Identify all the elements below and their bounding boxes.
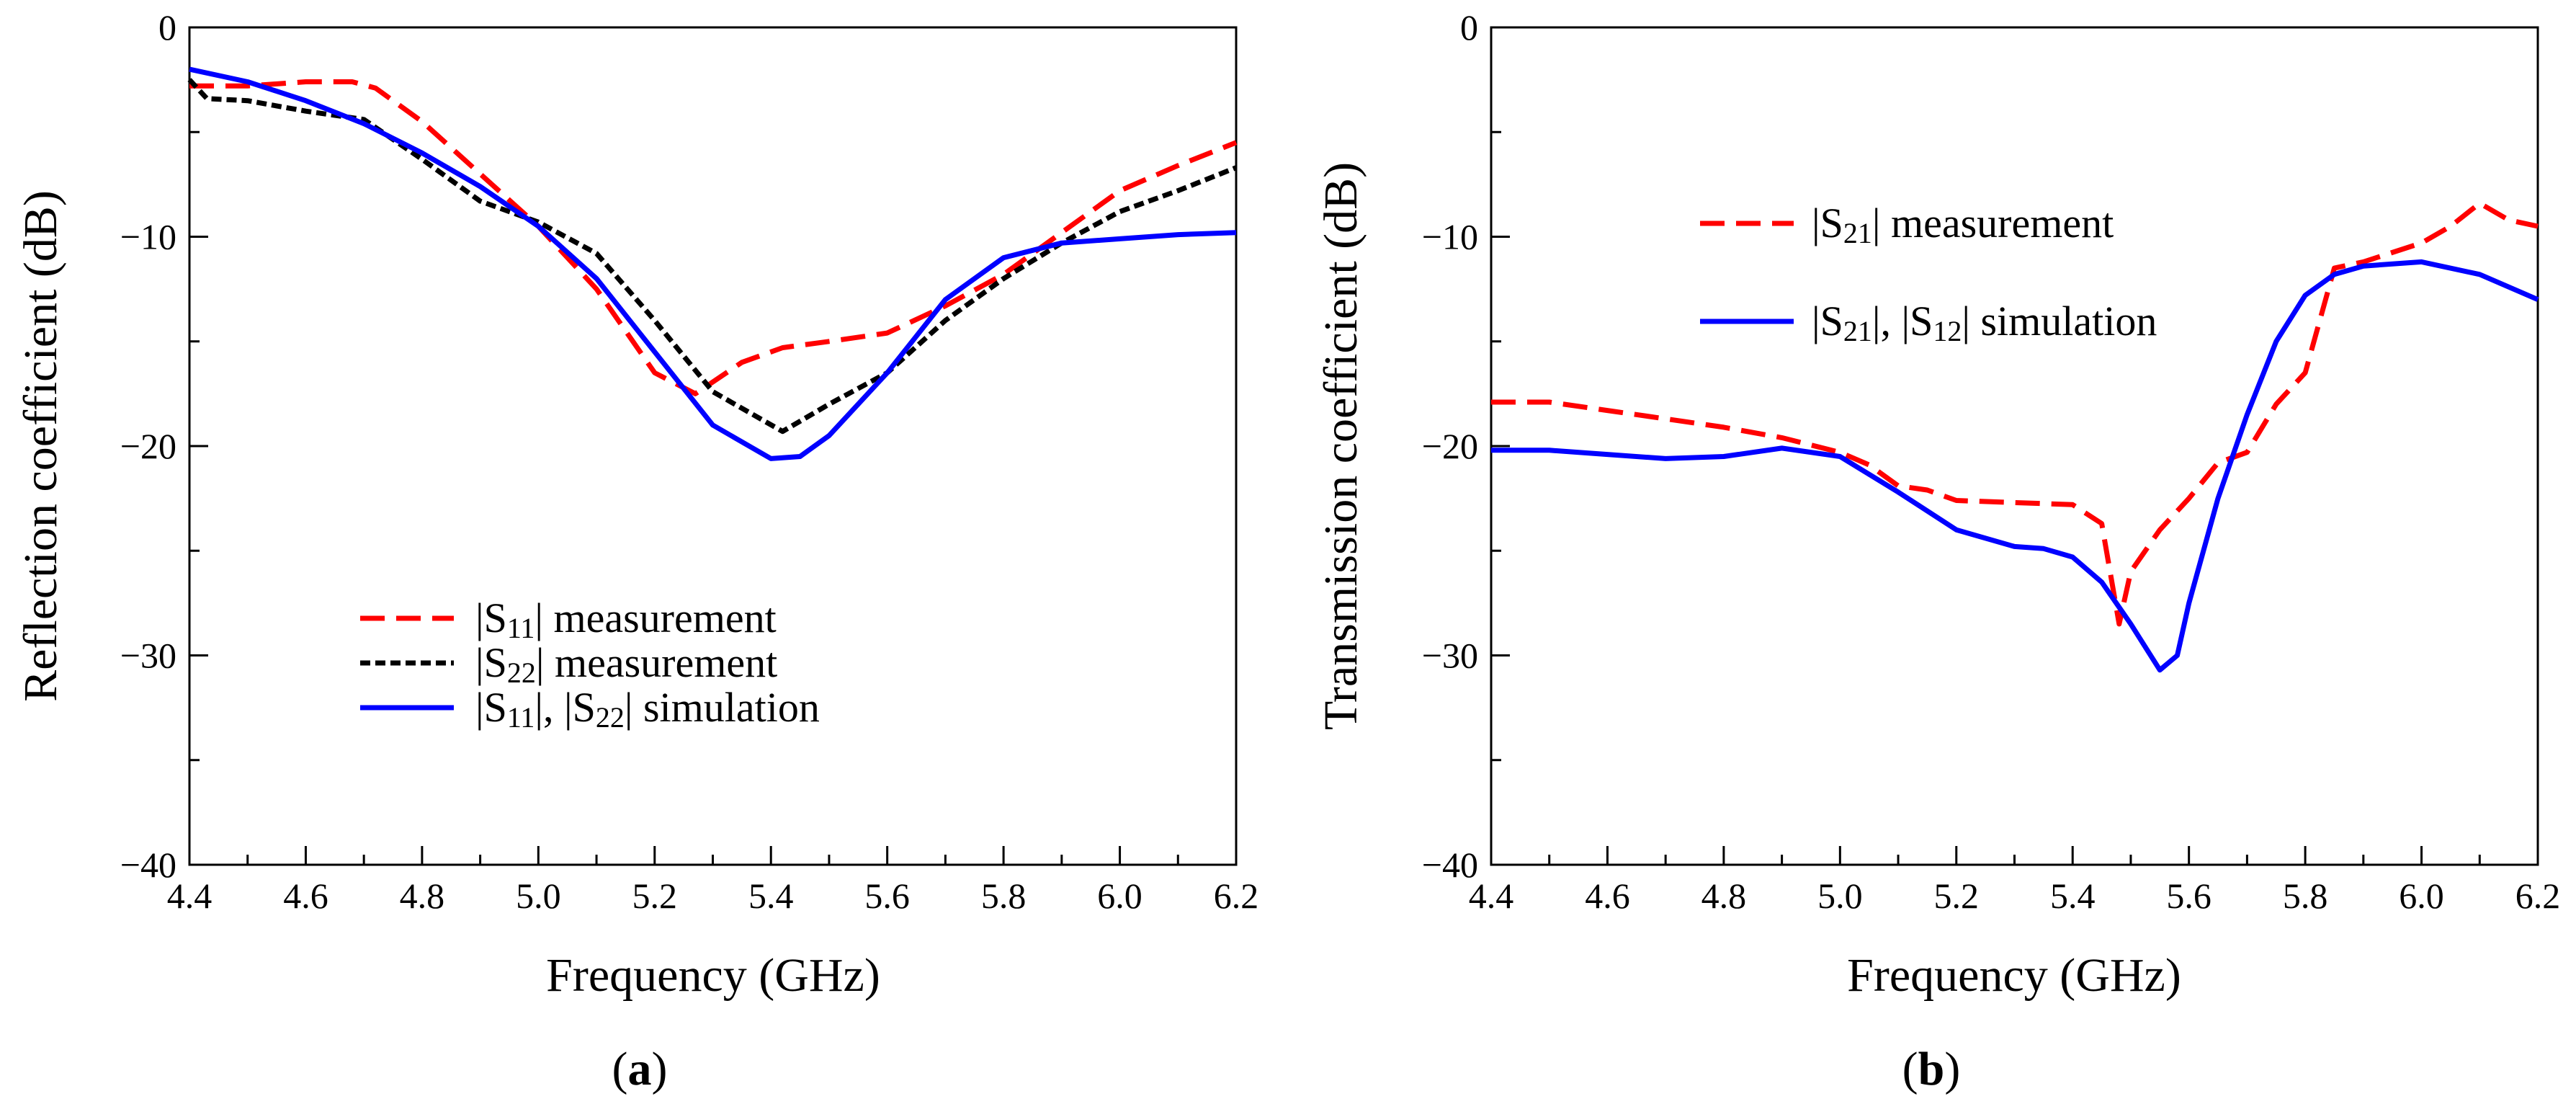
series-line <box>1491 259 2539 673</box>
legend-label-part: |, |S <box>1872 298 1933 344</box>
series-line <box>189 79 1238 396</box>
x-tick-label: 5.4 <box>748 876 794 916</box>
axis-ticks: 4.4 4.6 4.8 5.0 5.2 5.4 5.6 5.8 6.0 6.2 0 −10 −20 −30… <box>1422 7 2560 916</box>
legend: |S21| measurement|S21|, |S12| simulation <box>1700 200 2157 347</box>
series-line <box>1491 200 2539 627</box>
legend-label-part: |, |S <box>535 684 595 731</box>
x-tick-label: 4.6 <box>1585 876 1630 916</box>
y-tick-label: −40 <box>1422 845 1478 885</box>
panel-a: 4.4 4.6 4.8 5.0 5.2 5.4 5.6 5.8 6.0 6.2 0 −10 −20 −30… <box>14 7 1258 1095</box>
panel-letter: a <box>628 1043 652 1095</box>
y-tick-label: −40 <box>120 845 176 885</box>
y-axis-title: Transmission coefficient (dB) <box>1315 162 1367 730</box>
legend-label-part: | measurement <box>1872 200 2114 246</box>
y-tick-label: 0 <box>158 7 176 48</box>
legend: |S11| measurement|S22| measurement|S11|,… <box>360 595 820 734</box>
x-tick-label: 5.6 <box>864 876 910 916</box>
x-tick-label: 6.2 <box>1214 876 1259 916</box>
plot-area-frame <box>1490 26 2539 866</box>
x-tick-label: 5.4 <box>2050 876 2096 916</box>
x-tick-label: 6.2 <box>2515 876 2561 916</box>
series-line <box>187 78 1238 435</box>
panel-b: 4.4 4.6 4.8 5.0 5.2 5.4 5.6 5.8 6.0 6.2 0 −10 −20 −30… <box>1315 7 2560 1095</box>
legend-label-subscript: 21 <box>1843 217 1872 249</box>
legend-label-subscript: 22 <box>507 656 536 689</box>
legend-label: |S11| measurement <box>475 595 777 644</box>
legend-label-part: |S <box>475 595 507 641</box>
legend-label-part: |S <box>475 639 507 686</box>
x-tick-label: 5.2 <box>1934 876 1980 916</box>
y-tick-label: −10 <box>1422 217 1478 257</box>
x-axis-title: Frequency (GHz) <box>546 949 880 1002</box>
x-tick-label: 4.6 <box>283 876 328 916</box>
y-tick-label: −30 <box>120 636 176 676</box>
x-tick-label: 5.0 <box>1817 876 1863 916</box>
legend-label-subscript: 12 <box>1933 315 1962 347</box>
y-tick-label: −20 <box>1422 426 1478 466</box>
legend-label-part: |S <box>1812 200 1843 246</box>
legend-label-part: | simulation <box>625 684 820 731</box>
x-tick-label: 5.8 <box>981 876 1027 916</box>
series-layer <box>1491 200 2539 673</box>
y-tick-label: −30 <box>1422 636 1478 676</box>
x-tick-label: 5.6 <box>2166 876 2211 916</box>
x-axis-title: Frequency (GHz) <box>1847 949 2181 1002</box>
panel-label: (a) <box>612 1043 668 1095</box>
legend-label: |S22| measurement <box>475 639 777 689</box>
y-axis-title: Reflection coefficient (dB) <box>14 190 67 702</box>
x-tick-label: 6.0 <box>2399 876 2444 916</box>
legend-label-subscript: 11 <box>507 701 535 734</box>
series-layer <box>187 66 1238 461</box>
legend-label-part: | measurement <box>536 639 777 686</box>
x-tick-label: 5.0 <box>516 876 561 916</box>
x-tick-label: 4.8 <box>400 876 445 916</box>
legend-label: |S21|, |S12| simulation <box>1812 298 2157 347</box>
x-tick-label: 4.4 <box>1469 876 1514 916</box>
series-line <box>189 66 1237 461</box>
panel-letter: b <box>1918 1043 1945 1095</box>
x-tick-label: 5.2 <box>632 876 678 916</box>
legend-label: |S11|, |S22| simulation <box>475 684 820 734</box>
y-tick-label: −20 <box>120 426 176 466</box>
x-tick-label: 4.8 <box>1701 876 1747 916</box>
legend-label-subscript: 22 <box>596 701 625 734</box>
legend-label-part: |S <box>1812 298 1843 344</box>
y-tick-label: 0 <box>1460 7 1478 48</box>
y-tick-label: −10 <box>120 217 176 257</box>
x-tick-label: 6.0 <box>1097 876 1142 916</box>
legend-label: |S21| measurement <box>1812 200 2114 249</box>
legend-label-subscript: 21 <box>1843 315 1872 347</box>
plot-area-frame <box>188 26 1238 866</box>
legend-label-subscript: 11 <box>507 612 535 644</box>
axis-ticks: 4.4 4.6 4.8 5.0 5.2 5.4 5.6 5.8 6.0 6.2 0 −10 −20 −30… <box>120 7 1258 916</box>
panel-label: (b) <box>1902 1043 1961 1095</box>
x-tick-label: 4.4 <box>167 876 213 916</box>
legend-label-part: | simulation <box>1962 298 2157 344</box>
x-tick-label: 5.8 <box>2283 876 2328 916</box>
legend-label-part: |S <box>475 684 507 731</box>
legend-label-part: | measurement <box>535 595 776 641</box>
